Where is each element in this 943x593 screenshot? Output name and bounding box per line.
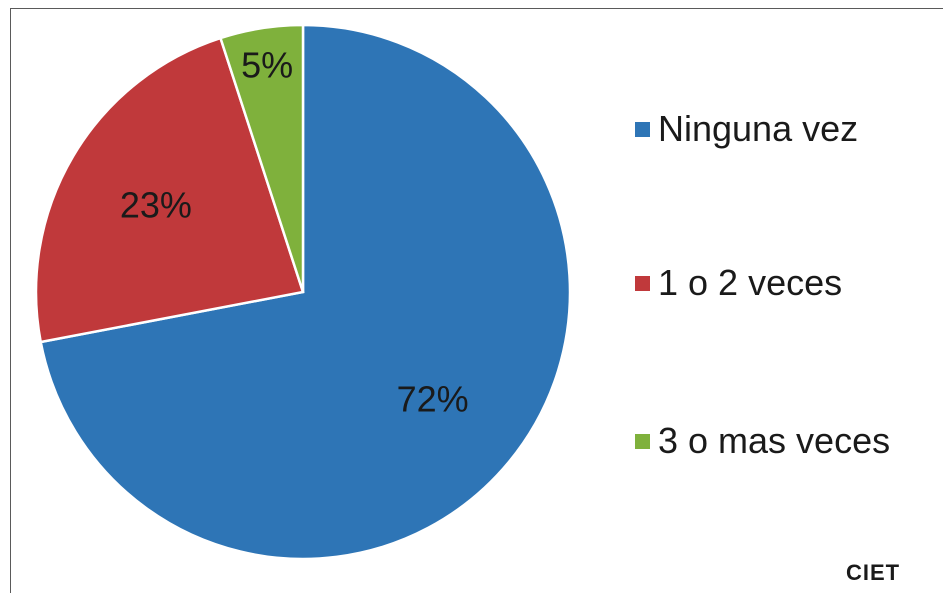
legend-swatch-1-o-2-veces [635, 275, 650, 291]
pie-slice-ninguna-vez [39, 23, 572, 561]
slice-label-3-o-mas-veces: 5% [241, 45, 293, 86]
legend-item-3-o-mas-veces: 3 o mas veces [635, 420, 890, 462]
legend-label-ninguna-vez: Ninguna vez [658, 108, 859, 149]
legend-label-3-o-mas-veces: 3 o mas veces [658, 420, 891, 461]
legend-item-1-o-2-veces: 1 o 2 veces [635, 262, 842, 304]
pie-slice-3-o-mas-veces [218, 23, 305, 293]
slice-label-ninguna-vez: 72% [397, 379, 469, 420]
legend-item-ninguna-vez: Ninguna vez [635, 108, 858, 150]
chart-frame [10, 8, 943, 593]
pie-slice-1-o-2-veces [34, 36, 305, 344]
legend-swatch-3-o-mas-veces [635, 433, 650, 449]
legend-swatch-ninguna-vez [635, 121, 650, 137]
source-label: CIET [846, 560, 901, 585]
legend-label-1-o-2-veces: 1 o 2 veces [658, 262, 843, 303]
slice-label-1-o-2-veces: 23% [120, 185, 192, 226]
